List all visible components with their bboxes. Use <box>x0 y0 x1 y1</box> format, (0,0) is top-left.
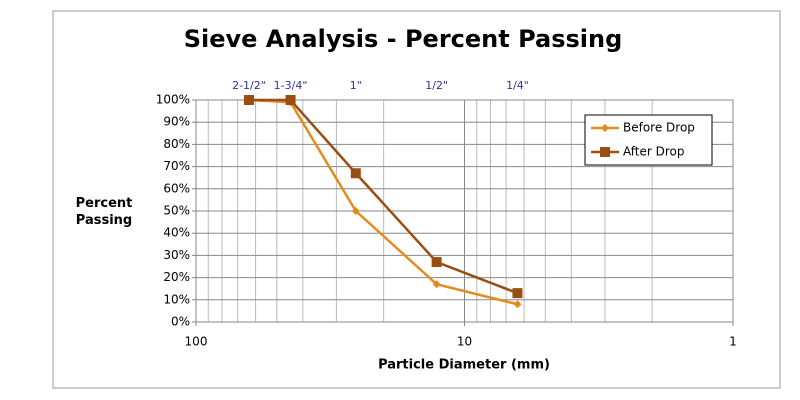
y-tick-label: 0% <box>171 315 190 329</box>
x-tick-label: 1 <box>729 335 737 349</box>
marker <box>243 95 254 105</box>
marker <box>285 95 296 105</box>
y-tick-label: 100% <box>156 93 190 107</box>
chart-frame <box>52 10 781 389</box>
sieve-label: 1/2" <box>425 79 448 92</box>
legend-marker <box>600 147 610 157</box>
sieve-label: 1/4" <box>506 79 529 92</box>
sieve-label: 1-3/4" <box>274 79 308 92</box>
y-tick-label: 30% <box>163 248 190 262</box>
y-tick-label: 50% <box>163 204 190 218</box>
chart-title: Sieve Analysis - Percent Passing <box>184 25 623 53</box>
marker <box>513 300 522 309</box>
y-tick-label: 20% <box>163 270 190 284</box>
y-tick-label: 70% <box>163 159 190 173</box>
marker <box>431 257 442 268</box>
x-tick-label: 10 <box>457 335 472 349</box>
y-axis-label: Percent Passing <box>75 196 133 228</box>
y-tick-label: 80% <box>163 137 190 151</box>
marker <box>350 168 361 179</box>
marker <box>512 288 523 299</box>
marker <box>351 207 360 215</box>
plot-border <box>195 99 734 323</box>
sieve-label: 2-1/2" <box>232 79 266 92</box>
x-axis-label: Particle Diameter (mm) <box>378 358 550 373</box>
y-tick-label: 40% <box>163 226 190 240</box>
sieve-label: 1" <box>350 79 362 92</box>
legend-label: Before Drop <box>623 121 695 135</box>
legend: Before Drop After Drop <box>584 114 713 166</box>
legend-label: After Drop <box>623 145 685 159</box>
legend-marker <box>601 124 609 132</box>
y-tick-label: 10% <box>163 292 190 306</box>
y-tick-label: 90% <box>163 115 190 129</box>
x-tick-label: 100 <box>185 335 208 349</box>
y-tick-label: 60% <box>163 181 190 195</box>
marker <box>432 280 441 289</box>
